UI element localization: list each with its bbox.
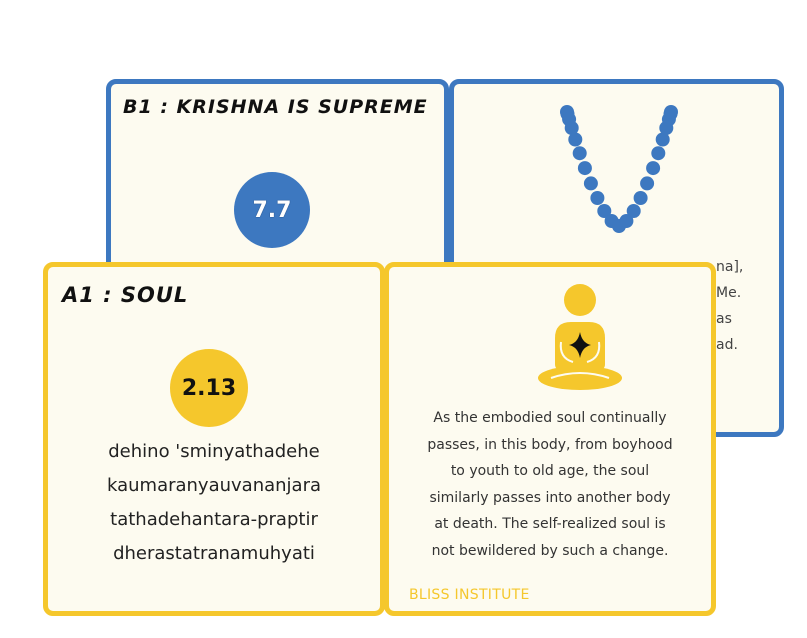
bead [626,204,641,218]
verse-line: kaumaranyauvananjara [106,475,322,496]
verse-line: dherastatranamuhyati [113,543,315,564]
bead [633,191,648,205]
bead [590,191,605,205]
verse-number-badge: 7.7 [234,172,310,248]
translation-line: as [716,311,732,327]
bead [564,121,579,135]
translation-line: at death. The self-realized soul is [434,516,666,532]
brand-footer: BLISS INSTITUTE [409,587,530,603]
bead [597,204,612,218]
card-translation-partial: na], Me. as ad. [716,254,743,358]
bead [568,132,583,147]
verse-line: dehino 'sminyathadehe [108,441,320,462]
translation-line: na], [716,259,744,275]
bead [655,132,670,147]
translation-line: not bewildered by such a change. [431,542,669,559]
sanskrit-verse: dehino 'sminyathadehe kaumaranyauvananja… [48,435,380,571]
bead [664,105,678,119]
bead [619,214,634,228]
verse-number-badge: 2.13 [170,349,248,427]
bead [583,176,598,191]
bead [572,146,587,161]
verse-translation: As the embodied soul continually passes,… [399,405,701,564]
translation-line: similarly passes into another body [429,489,671,506]
verse-line: tathadehantara-praptir [110,509,318,530]
bead [651,146,666,161]
bead [640,176,655,191]
card-a1-front: A1 : SOUL 2.13 dehino 'sminyathadehe kau… [43,262,385,616]
translation-line: As the embodied soul continually [433,410,667,426]
meditating-person-icon [538,284,622,390]
bead [646,161,661,176]
bead [577,161,592,176]
translation-line: passes, in this body, from boyhood [427,436,673,453]
card-title: A1 : SOUL [62,283,189,307]
card-a1-back: As the embodied soul continually passes,… [384,262,716,616]
translation-line: Me. [716,285,742,301]
translation-line: to youth to old age, the soul [450,463,650,479]
card-title: B1 : KRISHNA IS SUPREME [123,96,428,118]
translation-line: ad. [716,337,738,353]
bead-necklace-icon [560,105,678,233]
